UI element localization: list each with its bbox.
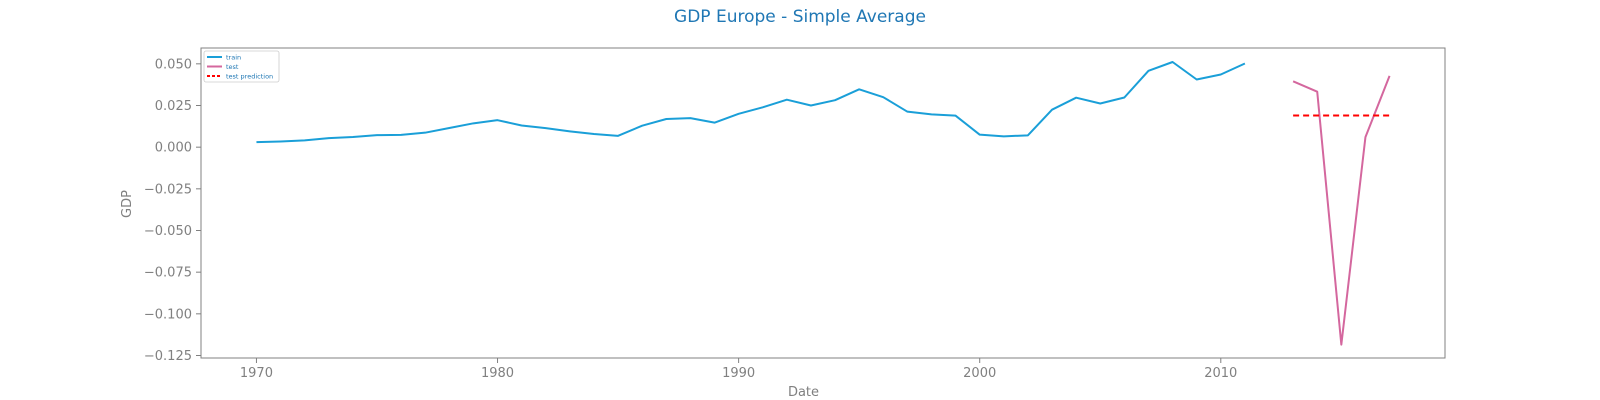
x-tick-label: 1970 — [240, 366, 273, 381]
y-tick-label: −0.075 — [144, 266, 192, 281]
x-tick-label: 1990 — [722, 366, 755, 381]
legend-label: test prediction — [226, 72, 273, 80]
legend-label: train — [226, 53, 241, 61]
legend-label: test — [226, 63, 239, 71]
series-line-train — [256, 61, 1246, 144]
y-axis: 0.050 0.025 0.000 −0.025 −0.050 −0.075 −0.100 −… — [144, 57, 201, 364]
y-tick-label: 0.000 — [155, 141, 192, 156]
x-tick-label: 2010 — [1204, 366, 1237, 381]
chart-title: GDP Europe - Simple Average — [674, 7, 926, 27]
x-axis: 1970 1980 1990 2000 2010 — [240, 358, 1237, 381]
series-layer — [256, 61, 1391, 346]
x-tick-label: 1980 — [481, 366, 514, 381]
plot-area-frame — [200, 47, 1446, 359]
series-line-test — [1292, 75, 1391, 346]
y-axis-label: GDP — [120, 190, 135, 218]
y-tick-label: −0.100 — [144, 307, 192, 322]
y-tick-label: 0.050 — [155, 57, 192, 72]
legend-box — [203, 50, 280, 83]
x-tick-label: 2000 — [963, 366, 996, 381]
y-tick-label: −0.025 — [144, 182, 192, 197]
y-tick-label: 0.025 — [155, 99, 192, 114]
x-axis-label: Date — [788, 385, 819, 400]
y-tick-label: −0.125 — [144, 349, 192, 364]
y-tick-label: −0.050 — [144, 224, 192, 239]
